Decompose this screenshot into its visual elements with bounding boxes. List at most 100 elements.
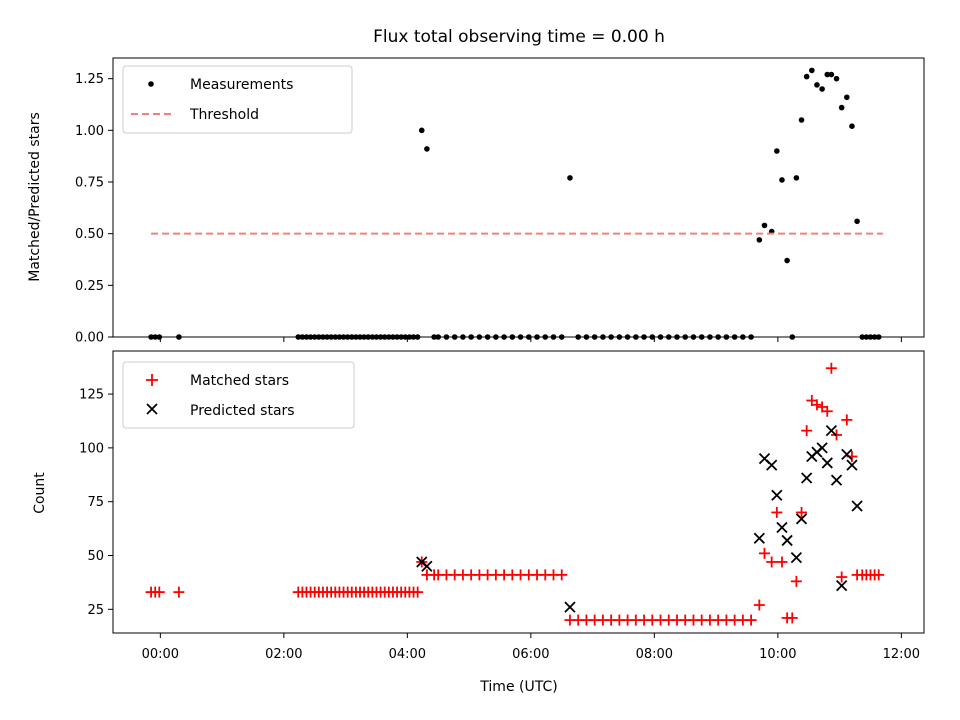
measurement-point — [303, 334, 310, 340]
measurement-point — [542, 334, 549, 340]
top-panel: 0.00 0.25 0.50 0.75 1.00 1.25 Matched/Predict… — [27, 57, 925, 346]
bottom-legend: Matched stars Predicted stars — [122, 361, 355, 429]
x-axis-label: Time (UTC) — [479, 679, 557, 695]
predicted-point — [776, 521, 788, 534]
measurement-point — [332, 334, 339, 340]
measurement-point — [833, 75, 840, 82]
measurement-point — [361, 334, 367, 340]
measurement-point — [591, 334, 598, 340]
measurement-point — [854, 218, 860, 225]
measurement-point — [348, 334, 355, 340]
measurement-point — [761, 222, 768, 229]
matched-point — [173, 586, 185, 598]
measurement-point — [748, 334, 754, 340]
measurement-point — [723, 334, 730, 340]
x-tick-label: 06:00 — [512, 647, 549, 662]
measurement-point — [357, 334, 363, 340]
measurement-point — [731, 334, 738, 340]
measurement-point — [311, 334, 318, 340]
matched-point — [811, 399, 823, 411]
measurement-point — [583, 334, 590, 340]
y-tick-label: 0.50 — [75, 227, 104, 242]
x-tick-label: 12:00 — [883, 647, 920, 662]
measurement-point — [682, 334, 689, 340]
measurement-point — [424, 146, 430, 152]
measurement-point — [501, 334, 507, 340]
measurement-point — [517, 334, 524, 340]
y-tick-label: 25 — [87, 603, 104, 618]
measurement-point — [844, 94, 850, 101]
measurement-point — [295, 334, 302, 340]
measurement-point — [600, 334, 606, 340]
matched-point — [753, 599, 765, 611]
measurement-point — [324, 334, 330, 340]
measurement-point — [369, 334, 376, 340]
measurement-point — [633, 334, 639, 340]
predicted-point — [825, 425, 838, 437]
predicted-point — [766, 459, 778, 471]
measurement-point — [657, 334, 664, 340]
measurement-point — [307, 334, 314, 340]
x-tick-label: 08:00 — [636, 647, 673, 662]
measurement-point — [365, 334, 372, 340]
measurement-point — [803, 73, 810, 80]
legend-measurements-label: Measurements — [190, 77, 293, 93]
measurement-point — [698, 334, 705, 340]
measurement-point — [740, 334, 746, 340]
measurement-point — [344, 334, 351, 340]
predicted-point — [841, 448, 853, 460]
matched-point — [796, 506, 808, 518]
measurement-point — [176, 334, 182, 340]
measurement-point — [665, 334, 672, 340]
measurement-point — [148, 334, 154, 340]
measurement-point — [451, 334, 458, 340]
matched-point — [801, 425, 813, 437]
measurement-point — [525, 334, 532, 340]
measurement-point — [443, 334, 450, 340]
y-tick-label: 0.25 — [75, 279, 104, 294]
measurement-point — [152, 334, 158, 340]
matched-point — [841, 414, 853, 426]
measurement-point — [336, 334, 343, 340]
measurement-point — [484, 334, 491, 340]
measurement-point — [394, 334, 400, 340]
y-tick-label: 0.00 — [75, 331, 104, 346]
top-legend-box — [122, 65, 353, 134]
measurement-point — [398, 334, 404, 340]
measurement-point — [493, 334, 499, 340]
predicted-point — [816, 442, 828, 454]
legend-predicted-label: Predicted stars — [190, 403, 295, 419]
measurement-point — [824, 71, 831, 78]
measurement-point — [406, 334, 413, 340]
legend-predicted-marker — [146, 403, 158, 415]
measurement-point — [838, 104, 845, 111]
predicted-point — [564, 601, 576, 613]
measurement-point — [418, 127, 425, 134]
matched-point — [836, 571, 848, 583]
measurement-point — [534, 334, 540, 340]
matched-point — [771, 506, 783, 518]
measurement-point — [550, 334, 557, 340]
predicted-point — [801, 472, 813, 484]
measurement-point — [435, 334, 442, 340]
predicted-point — [421, 560, 433, 572]
bottom-legend-box — [122, 361, 355, 429]
predicted-point — [781, 534, 793, 547]
measurement-point — [649, 334, 656, 340]
measurement-point — [641, 334, 647, 340]
predicted-point — [821, 457, 833, 469]
y-tick-label: 100 — [79, 441, 104, 456]
matched-point — [786, 612, 798, 624]
measurement-point — [460, 334, 466, 340]
top-y-axis-label: Matched/Predicted stars — [27, 112, 43, 282]
measurement-point — [476, 334, 483, 340]
measurement-point — [784, 257, 790, 264]
legend-matched-marker — [146, 374, 158, 386]
measurement-point — [608, 334, 614, 340]
measurement-point — [859, 334, 866, 340]
measurement-point — [410, 334, 417, 340]
legend-measurements-marker — [148, 81, 154, 87]
measurement-point — [707, 334, 713, 340]
measurement-point — [386, 334, 392, 340]
y-tick-label: 1.25 — [75, 72, 104, 87]
